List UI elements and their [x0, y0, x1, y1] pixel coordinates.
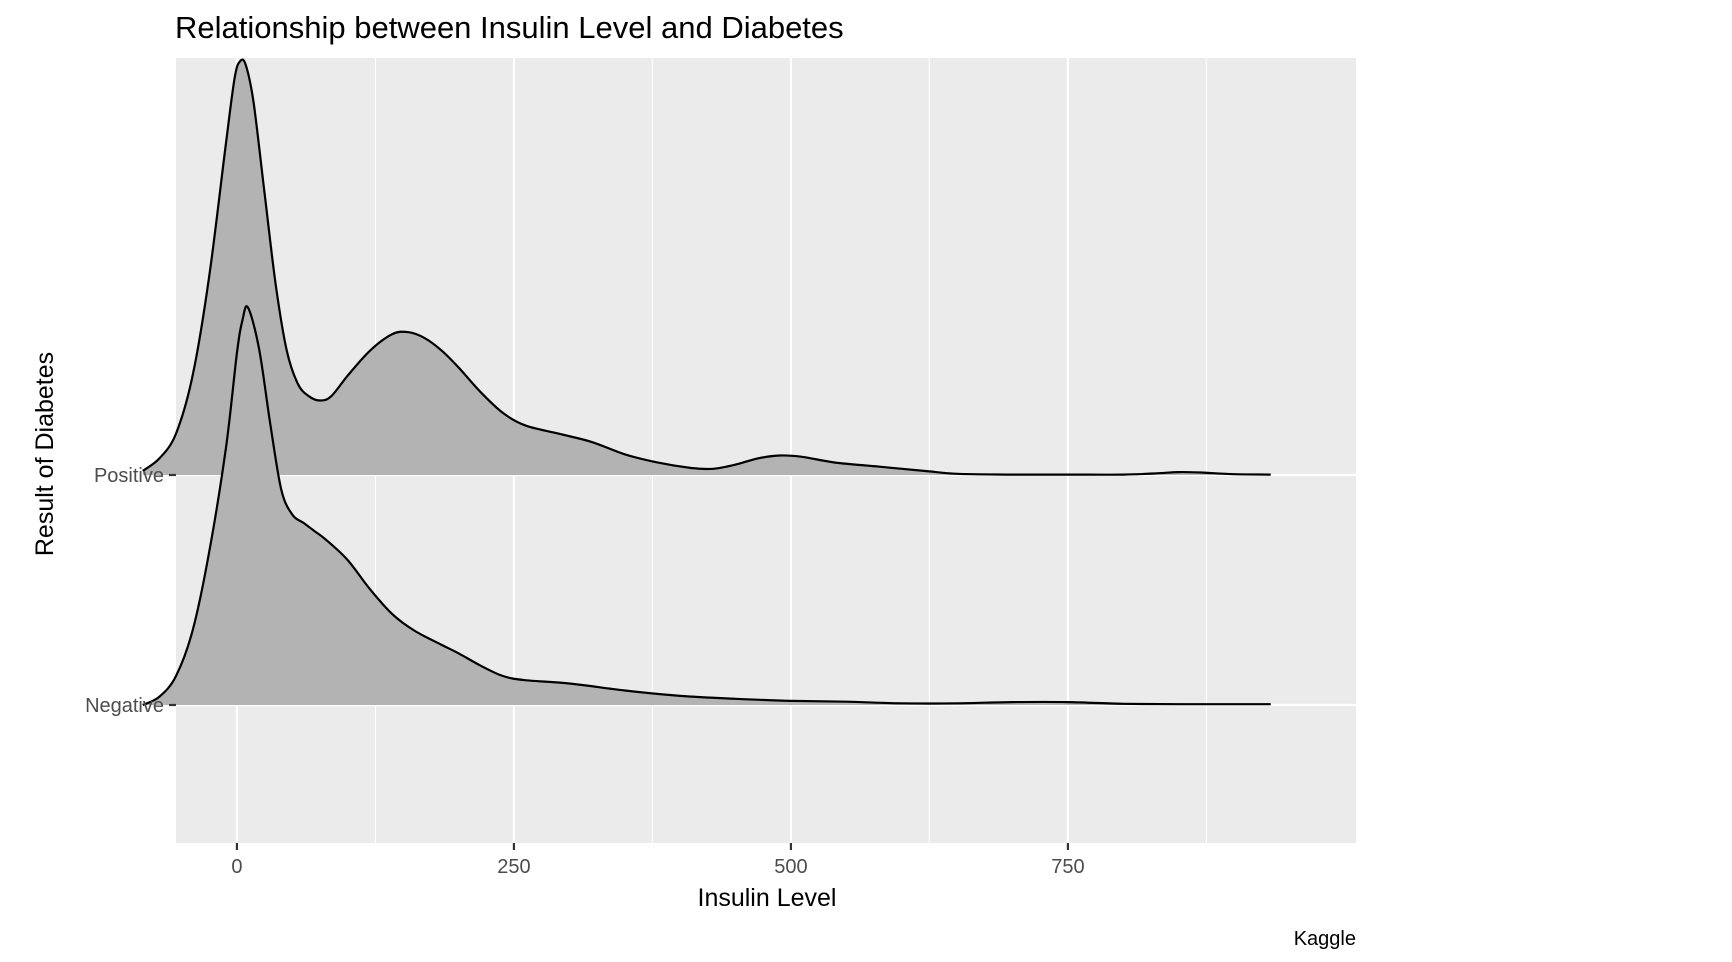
- chart-caption: Kaggle: [1294, 928, 1356, 950]
- y-tick-label-positive: Positive: [94, 465, 164, 487]
- y-axis-title: Result of Diabetes: [31, 352, 59, 556]
- ridge-line-negative: [142, 305, 1271, 707]
- x-tick-label: 500: [774, 856, 807, 878]
- y-tick-label-negative: Negative: [85, 695, 164, 717]
- ridge-fill-negative: [142, 306, 1271, 705]
- x-tick-label: 750: [1051, 856, 1084, 878]
- density-ridges: [142, 58, 1271, 707]
- x-axis: 0 250 500 750: [231, 843, 1085, 878]
- x-tick-label: 250: [497, 856, 530, 878]
- ridge-fill-positive: [142, 59, 1271, 476]
- x-tick-label: 0: [231, 856, 242, 878]
- y-axis: Negative Positive: [85, 465, 176, 717]
- chart-title: Relationship between Insulin Level and D…: [175, 10, 844, 45]
- ridge-line-positive: [142, 58, 1271, 476]
- x-axis-title: Insulin Level: [698, 884, 837, 912]
